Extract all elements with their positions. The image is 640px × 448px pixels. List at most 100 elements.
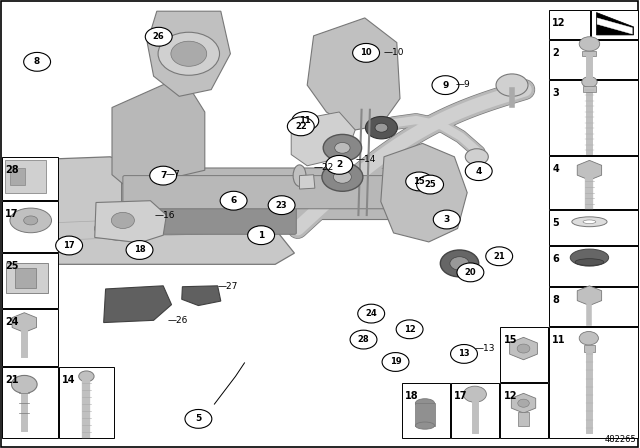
- Circle shape: [417, 175, 444, 194]
- Text: 2: 2: [552, 48, 559, 58]
- Circle shape: [451, 345, 477, 363]
- Bar: [2, 201, 58, 252]
- Circle shape: [440, 250, 479, 277]
- FancyBboxPatch shape: [583, 86, 596, 92]
- Text: 6: 6: [230, 196, 237, 205]
- Ellipse shape: [293, 165, 306, 186]
- Ellipse shape: [572, 217, 607, 227]
- Text: —10: —10: [384, 48, 404, 57]
- Text: —9: —9: [456, 80, 470, 89]
- Circle shape: [353, 43, 380, 62]
- Text: 12: 12: [504, 391, 517, 401]
- Circle shape: [335, 142, 350, 153]
- Circle shape: [465, 149, 488, 165]
- Text: 14: 14: [62, 375, 76, 385]
- Circle shape: [396, 320, 423, 339]
- Bar: [549, 156, 638, 209]
- Polygon shape: [381, 143, 467, 242]
- Text: 3: 3: [552, 88, 559, 98]
- Text: 28: 28: [5, 165, 19, 175]
- Circle shape: [322, 163, 363, 191]
- Circle shape: [292, 112, 319, 130]
- Circle shape: [465, 162, 492, 181]
- Text: 11: 11: [300, 116, 311, 125]
- Polygon shape: [104, 286, 172, 323]
- Bar: [549, 287, 638, 326]
- Circle shape: [150, 166, 177, 185]
- Text: 20: 20: [465, 268, 476, 277]
- Circle shape: [333, 171, 351, 183]
- Circle shape: [432, 76, 459, 95]
- Circle shape: [126, 241, 153, 259]
- Bar: [500, 383, 548, 438]
- Bar: [500, 327, 548, 382]
- Circle shape: [326, 155, 353, 174]
- Ellipse shape: [10, 208, 51, 233]
- FancyBboxPatch shape: [123, 176, 396, 209]
- Text: 19: 19: [390, 358, 401, 366]
- Circle shape: [248, 226, 275, 245]
- Text: 7: 7: [160, 171, 166, 180]
- Bar: [549, 80, 638, 155]
- Text: 5: 5: [552, 218, 559, 228]
- Text: 21: 21: [493, 252, 505, 261]
- FancyBboxPatch shape: [10, 168, 25, 185]
- Text: 1: 1: [258, 231, 264, 240]
- Bar: [59, 367, 114, 438]
- Circle shape: [450, 257, 469, 270]
- Text: 17: 17: [454, 391, 468, 401]
- Bar: [451, 383, 499, 438]
- Text: 11: 11: [552, 335, 566, 345]
- Circle shape: [582, 77, 597, 87]
- Polygon shape: [597, 18, 632, 34]
- Ellipse shape: [570, 249, 609, 266]
- Bar: [2, 157, 58, 200]
- Text: 6: 6: [552, 254, 559, 263]
- Text: 18: 18: [405, 391, 419, 401]
- Text: 4: 4: [476, 167, 482, 176]
- Polygon shape: [182, 286, 221, 306]
- Text: 28: 28: [358, 335, 369, 344]
- Polygon shape: [95, 201, 166, 243]
- Text: —22: —22: [314, 163, 334, 172]
- Bar: [2, 367, 58, 438]
- Text: 23: 23: [276, 201, 287, 210]
- Text: —14: —14: [355, 155, 376, 164]
- Text: 24: 24: [365, 309, 377, 318]
- Circle shape: [287, 117, 314, 136]
- Circle shape: [406, 172, 433, 191]
- Text: 24: 24: [5, 317, 19, 327]
- Text: 8: 8: [34, 57, 40, 66]
- Text: 17: 17: [63, 241, 75, 250]
- Bar: [415, 403, 435, 426]
- Circle shape: [375, 123, 388, 132]
- Bar: [2, 253, 58, 308]
- Bar: [549, 10, 590, 39]
- Text: 8: 8: [552, 295, 559, 305]
- FancyBboxPatch shape: [123, 205, 296, 234]
- Text: 21: 21: [5, 375, 19, 385]
- FancyBboxPatch shape: [584, 345, 595, 352]
- FancyBboxPatch shape: [582, 51, 596, 56]
- Ellipse shape: [95, 216, 156, 241]
- Bar: [549, 327, 638, 438]
- Circle shape: [268, 196, 295, 215]
- Bar: [591, 10, 638, 39]
- Circle shape: [79, 371, 94, 382]
- Circle shape: [56, 236, 83, 255]
- Circle shape: [463, 386, 486, 402]
- Text: 17: 17: [5, 209, 19, 219]
- Circle shape: [171, 41, 207, 66]
- Polygon shape: [307, 18, 400, 130]
- Circle shape: [220, 191, 247, 210]
- Circle shape: [111, 212, 134, 228]
- Bar: [518, 412, 529, 426]
- FancyBboxPatch shape: [15, 268, 36, 288]
- Text: 13: 13: [458, 349, 470, 358]
- Circle shape: [382, 353, 409, 371]
- Polygon shape: [112, 76, 205, 188]
- Text: 3: 3: [444, 215, 450, 224]
- Text: —26: —26: [168, 316, 188, 325]
- FancyBboxPatch shape: [122, 168, 403, 220]
- Text: —7: —7: [165, 170, 180, 179]
